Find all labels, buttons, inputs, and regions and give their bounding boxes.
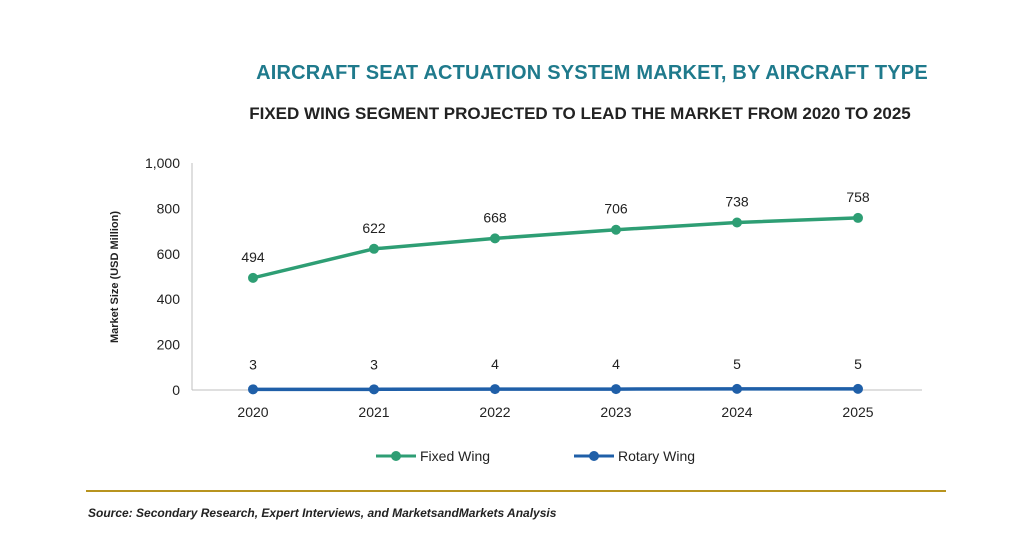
data-label: 4 <box>491 356 499 372</box>
x-tick-label: 2020 <box>237 404 268 420</box>
data-label: 668 <box>483 209 507 225</box>
x-tick-label: 2021 <box>358 404 389 420</box>
x-tick-label: 2023 <box>600 404 631 420</box>
y-tick-label: 200 <box>157 337 181 353</box>
data-point <box>248 272 258 283</box>
legend-entry: Fixed Wing <box>420 448 490 464</box>
y-tick-label: 0 <box>172 382 180 398</box>
chart-subtitle-text: FIXED WING SEGMENT PROJECTED TO LEAD THE… <box>249 104 911 123</box>
data-point <box>369 243 379 254</box>
chart-title: AIRCRAFT SEAT ACTUATION SYSTEM MARKET, B… <box>0 62 1024 85</box>
data-point <box>248 384 258 395</box>
x-tick-label: 2022 <box>479 404 510 420</box>
data-label: 3 <box>370 356 378 372</box>
data-label: 706 <box>604 201 628 217</box>
y-tick-label: 1,000 <box>145 155 180 171</box>
legend-entry: Rotary Wing <box>618 448 695 464</box>
data-label: 758 <box>846 189 870 205</box>
series-line-1 <box>251 216 860 280</box>
data-label: 4 <box>612 356 620 372</box>
source-note: Source: Secondary Research, Expert Inter… <box>88 506 557 520</box>
data-label: 5 <box>854 356 862 372</box>
data-label: 738 <box>725 193 749 209</box>
data-point <box>611 224 621 235</box>
chart-title-text: AIRCRAFT SEAT ACTUATION SYSTEM MARKET, B… <box>256 62 928 84</box>
chart-subtitle: FIXED WING SEGMENT PROJECTED TO LEAD THE… <box>0 104 1024 124</box>
data-label: 5 <box>733 356 741 372</box>
y-tick-label: 600 <box>157 246 181 262</box>
x-tick-label: 2025 <box>842 404 873 420</box>
data-point <box>732 383 742 394</box>
y-axis-label: Market Size (USD Million) <box>109 211 121 343</box>
data-point <box>369 384 379 395</box>
legend-swatch-marker <box>391 451 401 461</box>
data-point <box>853 212 863 223</box>
data-label: 622 <box>362 220 386 236</box>
data-label: 494 <box>241 249 265 265</box>
y-tick-label: 800 <box>157 200 181 216</box>
x-tick-label: 2024 <box>721 404 752 420</box>
legend-swatch-marker <box>589 451 599 461</box>
data-point <box>490 384 500 395</box>
source-divider <box>86 490 946 492</box>
data-point <box>853 383 863 394</box>
data-label: 3 <box>249 356 257 372</box>
line-chart: 0 200 400 600 800 1,000 Market Size (USD Milli… <box>109 155 922 464</box>
data-point <box>732 217 742 228</box>
data-point <box>611 384 621 395</box>
y-tick-label: 400 <box>157 291 181 307</box>
data-point <box>490 233 500 244</box>
